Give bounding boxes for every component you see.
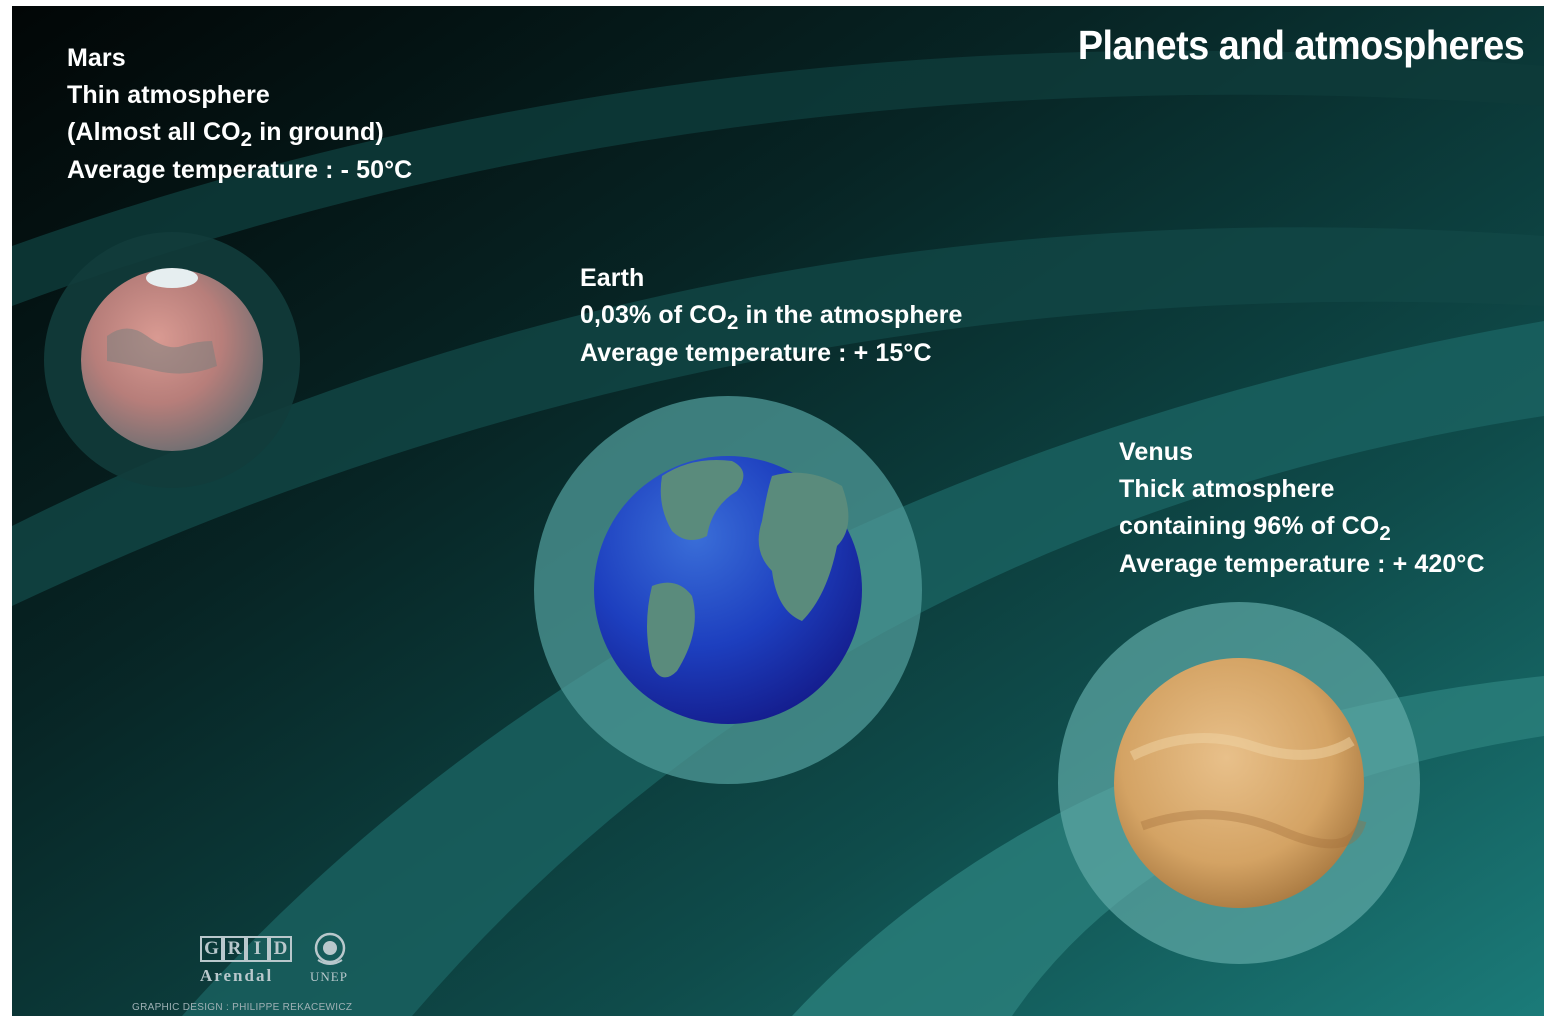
mars-co2-text: (Almost all CO2 in ground) [67, 118, 384, 151]
mars-temperature: Average temperature : - 50°C [67, 156, 413, 184]
mars-name: Mars [67, 44, 126, 72]
venus-cloud-band [1129, 733, 1355, 761]
earth-continent-north-america [660, 460, 744, 540]
earth-continent-south-america [647, 582, 695, 678]
venus-planet [1114, 658, 1364, 908]
venus-description: Venus Thick atmosphere containing 96% of… [1119, 434, 1485, 583]
mars-atmosphere-text: Thin atmosphere [67, 81, 270, 109]
venus-atmosphere-text: Thick atmosphere [1119, 475, 1335, 503]
orbit-band-mars [12, 50, 1544, 306]
earth-name: Earth [580, 264, 645, 292]
earth-continent-africa-europe [758, 472, 849, 621]
mars-description: Mars Thin atmosphere (Almost all CO2 in … [67, 40, 412, 189]
grid-arendal-unep-logo: G R I D Arendal UNEP [200, 932, 380, 996]
earth-temperature: Average temperature : + 15°C [580, 339, 932, 367]
venus-co2-text: containing 96% of CO2 [1119, 512, 1391, 545]
unep-emblem-icon [314, 932, 346, 965]
arendal-text: Arendal [200, 966, 274, 985]
space-background [12, 6, 1544, 1016]
mars-dark-region [107, 328, 217, 374]
grid-logo-letter: D [269, 936, 292, 962]
unep-text: UNEP [310, 969, 348, 984]
grid-logo-letter: G [200, 936, 223, 962]
earth-description: Earth 0,03% of CO2 in the atmosphere Ave… [580, 260, 963, 372]
grid-logo-letter: R [223, 936, 246, 962]
design-credit: GRAPHIC DESIGN : PHILIPPE REKACEWICZ [132, 1002, 353, 1013]
earth-co2-text: 0,03% of CO2 in the atmosphere [580, 301, 963, 334]
grid-logo-letter: I [246, 936, 269, 962]
venus-name: Venus [1119, 438, 1194, 466]
orbit-band-earth [12, 227, 1544, 606]
venus-cloud-band [1140, 810, 1367, 849]
diagram-canvas: Planets and atmospheres Mars Thin atmosp… [12, 6, 1544, 1016]
venus-temperature: Average temperature : + 420°C [1119, 550, 1485, 578]
orbit-band-inner [182, 321, 1544, 1016]
mars-polar-cap [146, 268, 198, 288]
page-title: Planets and atmospheres [1077, 22, 1525, 68]
